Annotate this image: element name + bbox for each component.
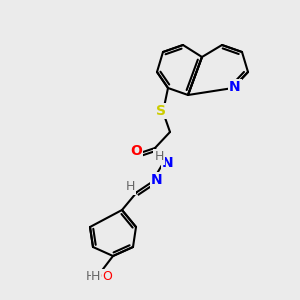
Text: H: H	[125, 181, 135, 194]
Text: N: N	[151, 173, 163, 187]
Text: N: N	[162, 156, 174, 170]
Text: O: O	[102, 269, 112, 283]
Text: N: N	[229, 80, 241, 94]
Text: O: O	[130, 144, 142, 158]
Text: H: H	[91, 269, 100, 283]
Text: S: S	[156, 104, 166, 118]
Text: HO: HO	[85, 271, 105, 284]
Text: O: O	[100, 271, 110, 284]
Text: H: H	[154, 151, 164, 164]
